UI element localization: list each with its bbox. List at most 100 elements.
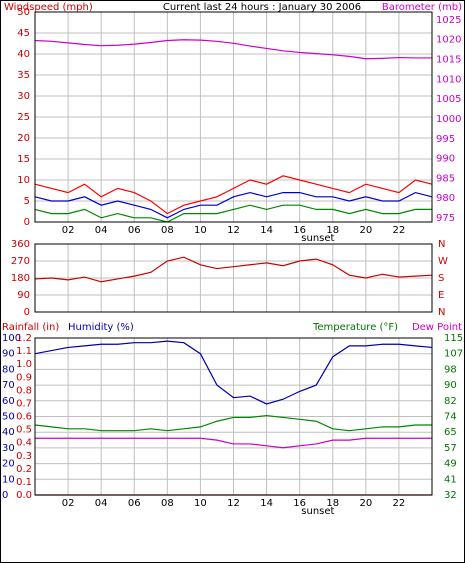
plot3-rain-tick: 0.8 xyxy=(16,385,32,396)
plot3-temperature-label: Temperature (°F) xyxy=(312,322,398,333)
plot1-x-tick: 22 xyxy=(393,225,406,236)
plot1-x-tick: 04 xyxy=(95,225,108,236)
plot3-x-tick: 16 xyxy=(293,498,306,509)
plot3-humidity-tick: 10 xyxy=(2,474,15,485)
plot3-humidity-tick: 70 xyxy=(2,380,15,391)
plot3-x-tick: 20 xyxy=(359,498,372,509)
plot3-x-tick: 10 xyxy=(194,498,207,509)
plot2-direction-line xyxy=(34,256,433,283)
plot3-humidity-tick: 0 xyxy=(2,490,8,501)
plot3-x-tick: 14 xyxy=(260,498,273,509)
plot1-right-tick: 995 xyxy=(436,134,455,145)
plot1-left-tick: 10 xyxy=(17,175,30,186)
plot1-right-tick: 1025 xyxy=(436,15,461,26)
plot3-rain-tick: 0.3 xyxy=(16,451,32,462)
plot3-humidity-tick: 50 xyxy=(2,412,15,423)
plot3-x-tick: 12 xyxy=(227,498,240,509)
plot1-x-tick: 12 xyxy=(227,225,240,236)
plot1-right-tick: 1005 xyxy=(436,94,461,105)
plot1-x-tick: 16 xyxy=(293,225,306,236)
plot1-x-tick: 14 xyxy=(260,225,273,236)
plot3-x-tick: 18 xyxy=(326,498,339,509)
plot1-right-axis-label: Barometer (mb) xyxy=(382,2,462,13)
plot1-series-line xyxy=(34,39,432,60)
plot1-right-tick: 1000 xyxy=(436,114,461,125)
plot3-rain-tick: 1.0 xyxy=(16,359,32,370)
plot1-left-tick: 35 xyxy=(17,70,30,81)
plot2-left-tick: 180 xyxy=(11,273,30,284)
plot3-rain-tick: 0.1 xyxy=(16,477,32,488)
plot3-sunset-label: sunset xyxy=(301,506,334,517)
plot1-left-axis-label: Windspeed (mph) xyxy=(4,2,93,13)
plot1-left-tick: 20 xyxy=(17,133,30,144)
plot3-rain-tick: 0.4 xyxy=(16,438,32,449)
plot1-left-tick: 45 xyxy=(17,28,30,39)
plot1-right-tick: 985 xyxy=(436,173,455,184)
plot1-title: Current last 24 hours : January 30 2006 xyxy=(163,2,361,13)
plot2-compass-tick: S xyxy=(438,273,444,284)
plot3-rain-tick: 1.1 xyxy=(16,346,32,357)
plot1-sunset-label: sunset xyxy=(301,233,334,244)
plot3-temp-tick: 41 xyxy=(444,474,457,485)
plot3-series-line xyxy=(34,414,432,432)
plot2-left-tick: 0 xyxy=(24,307,30,318)
plot3-rain-label: Rainfall (in) xyxy=(2,322,59,333)
plot3-series-line xyxy=(35,437,432,449)
plot1-x-tick: 10 xyxy=(194,225,207,236)
plot1-series-line xyxy=(34,191,433,219)
plot3-temp-tick: 65 xyxy=(444,427,457,438)
plot3-temp-tick: 82 xyxy=(444,396,457,407)
plot3-x-tick: 04 xyxy=(95,498,108,509)
plot3-rain-tick: 0.6 xyxy=(16,412,32,423)
plot3-x-tick: 08 xyxy=(161,498,174,509)
plot2-compass-tick: W xyxy=(438,256,448,267)
plot1-left-tick: 25 xyxy=(17,112,30,123)
plot3-humidity-label: Humidity (%) xyxy=(68,322,134,333)
plot3-humidity-tick: 60 xyxy=(2,396,15,407)
plot1-right-tick: 990 xyxy=(436,154,455,165)
plot3-series-line xyxy=(34,340,433,405)
plot3-dewpoint-label: Dew Point xyxy=(412,322,462,333)
plot1-left-tick: 0 xyxy=(24,217,30,228)
plot3-border xyxy=(34,337,433,496)
plot1-x-tick: 20 xyxy=(359,225,372,236)
plot1-right-tick: 1015 xyxy=(436,55,461,66)
plot2-left-tick: 90 xyxy=(17,290,30,301)
plot3-temp-tick: 74 xyxy=(444,412,457,423)
plot1-series-line xyxy=(34,204,432,223)
plot3-x-tick: 02 xyxy=(62,498,75,509)
plot3-rain-tick: 1.2 xyxy=(16,333,32,344)
plot1-left-tick: 50 xyxy=(17,7,30,18)
plot2-compass-tick: N xyxy=(438,307,445,318)
plot2-left-tick: 360 xyxy=(11,239,30,250)
plot3-rain-tick: 0.0 xyxy=(16,490,32,501)
plot3-humidity-tick: 20 xyxy=(2,459,15,470)
plot3-temp-tick: 57 xyxy=(444,443,457,454)
plot1-x-tick: 08 xyxy=(161,225,174,236)
plot1-right-tick: 1010 xyxy=(436,74,461,85)
plot1-x-tick: 02 xyxy=(62,225,75,236)
plot1-right-tick: 975 xyxy=(436,213,455,224)
plot1-right-tick: 980 xyxy=(436,193,455,204)
plot2-left-tick: 270 xyxy=(11,256,30,267)
plot3-temp-tick: 49 xyxy=(444,459,457,470)
plot3-rain-tick: 0.5 xyxy=(16,425,32,436)
plot3-humidity-tick: 100 xyxy=(2,333,21,344)
plot3-rain-tick: 0.7 xyxy=(16,398,32,409)
plot1-left-tick: 15 xyxy=(17,154,30,165)
plot3-x-tick: 06 xyxy=(128,498,141,509)
plot3-temp-tick: 90 xyxy=(444,380,457,391)
plot3-humidity-tick: 90 xyxy=(2,349,15,360)
plot1-left-tick: 40 xyxy=(17,49,30,60)
plot2-compass-tick: N xyxy=(438,239,445,250)
plot3-x-tick: 22 xyxy=(393,498,406,509)
plot3-humidity-tick: 40 xyxy=(2,427,15,438)
plot1-left-tick: 5 xyxy=(24,196,30,207)
plot2-border xyxy=(34,243,433,313)
plot3-rain-tick: 0.2 xyxy=(16,464,32,475)
plot1-border xyxy=(34,11,433,223)
plot3-temp-tick: 98 xyxy=(444,364,457,375)
plot3-rain-tick: 0.9 xyxy=(16,372,32,383)
